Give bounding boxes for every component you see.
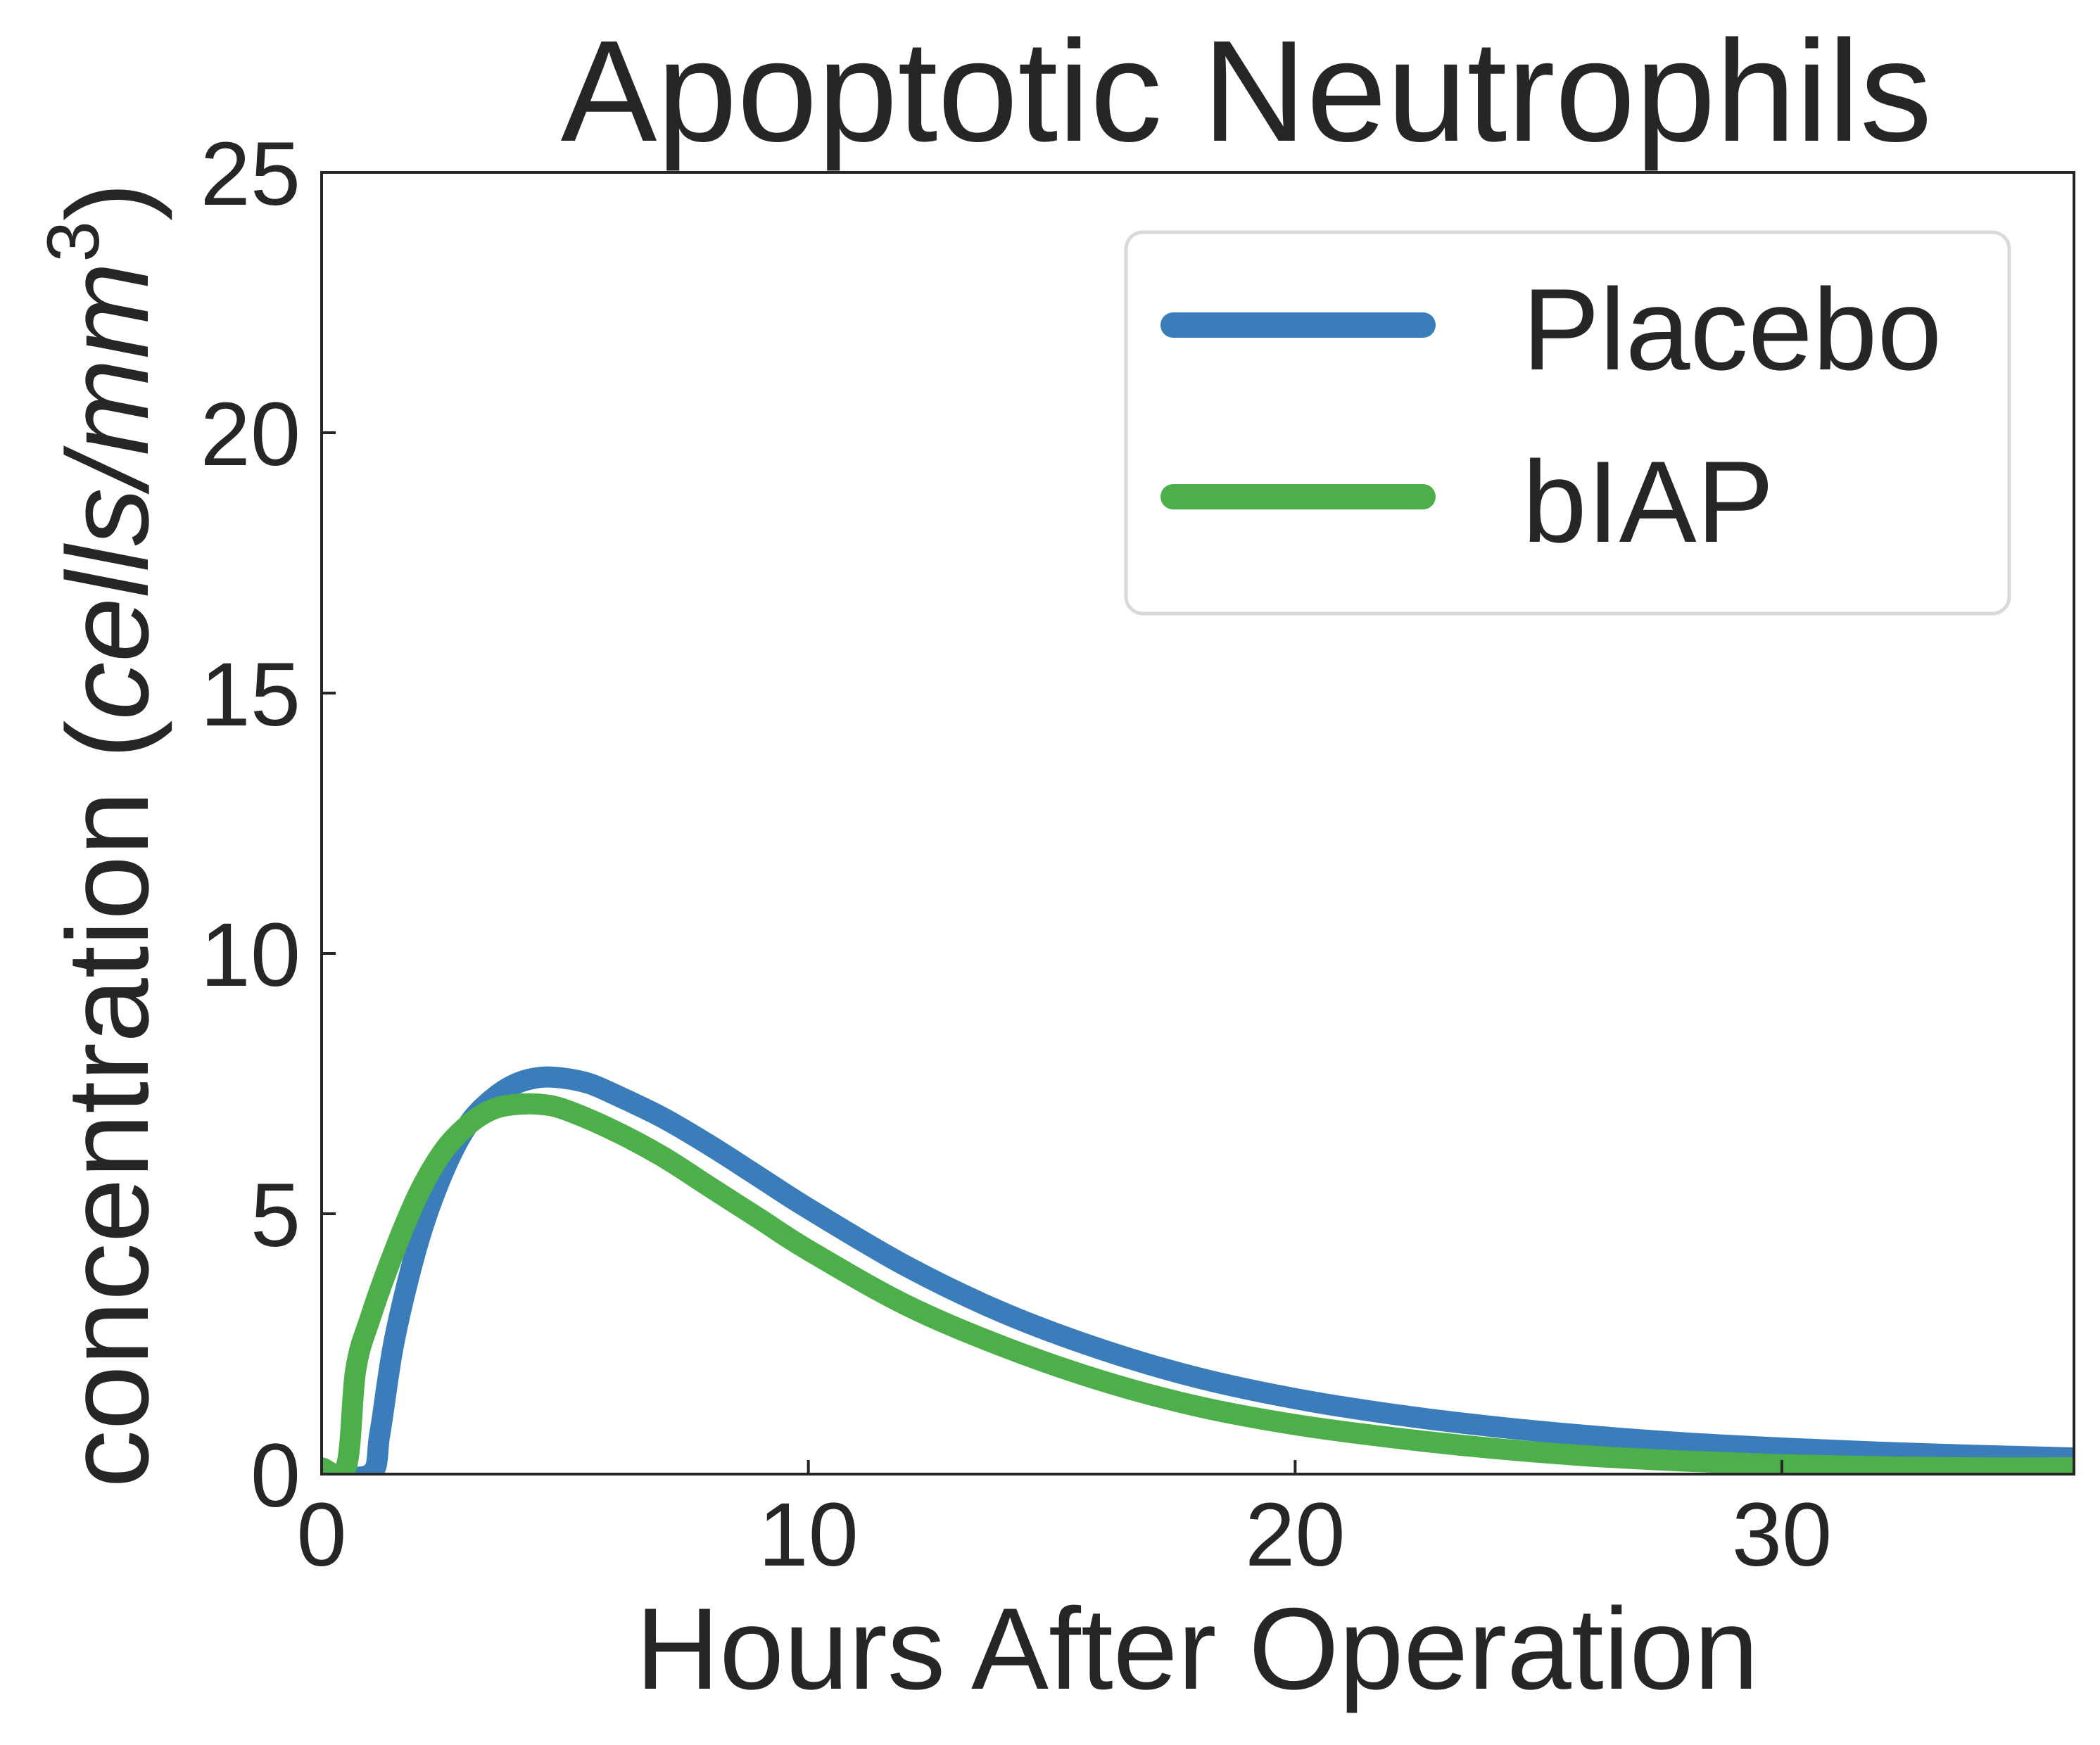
series-layer	[322, 1066, 2074, 1474]
y-tick-label: 20	[201, 384, 301, 485]
y-axis-label-unit: cells/mm	[43, 262, 172, 721]
chart-title: Apoptotic Neutrophils	[561, 11, 1933, 172]
legend-label-placebo: Placebo	[1522, 265, 1942, 394]
x-tick-label: 10	[758, 1485, 858, 1585]
ticks-layer: 0 10 20 30 0 5 10 15 20 25	[201, 124, 1833, 1585]
y-tick-label: 0	[251, 1426, 301, 1526]
y-axis-label: concentration (cells/mm3)	[32, 182, 172, 1488]
y-axis-label-suffix: )	[43, 182, 172, 221]
x-axis-label: Hours After Operation	[635, 1584, 1759, 1713]
series-line-biap	[322, 1093, 2074, 1474]
y-axis-label-prefix: concentration (	[43, 720, 172, 1487]
x-tick-label: 0	[296, 1485, 346, 1585]
legend-label-biap: bIAP	[1522, 437, 1774, 566]
y-axis-label-exponent: 3	[32, 221, 115, 262]
legend: Placebo bIAP	[1124, 230, 2011, 616]
x-tick-label: 20	[1245, 1485, 1345, 1585]
y-tick-label: 15	[201, 645, 301, 745]
y-tick-label: 5	[251, 1165, 301, 1266]
y-tick-label: 10	[201, 905, 301, 1005]
y-tick-label: 25	[201, 124, 301, 224]
plot-frame	[320, 171, 2075, 1476]
x-tick-label: 30	[1732, 1485, 1832, 1585]
series-line-placebo	[322, 1066, 2074, 1474]
